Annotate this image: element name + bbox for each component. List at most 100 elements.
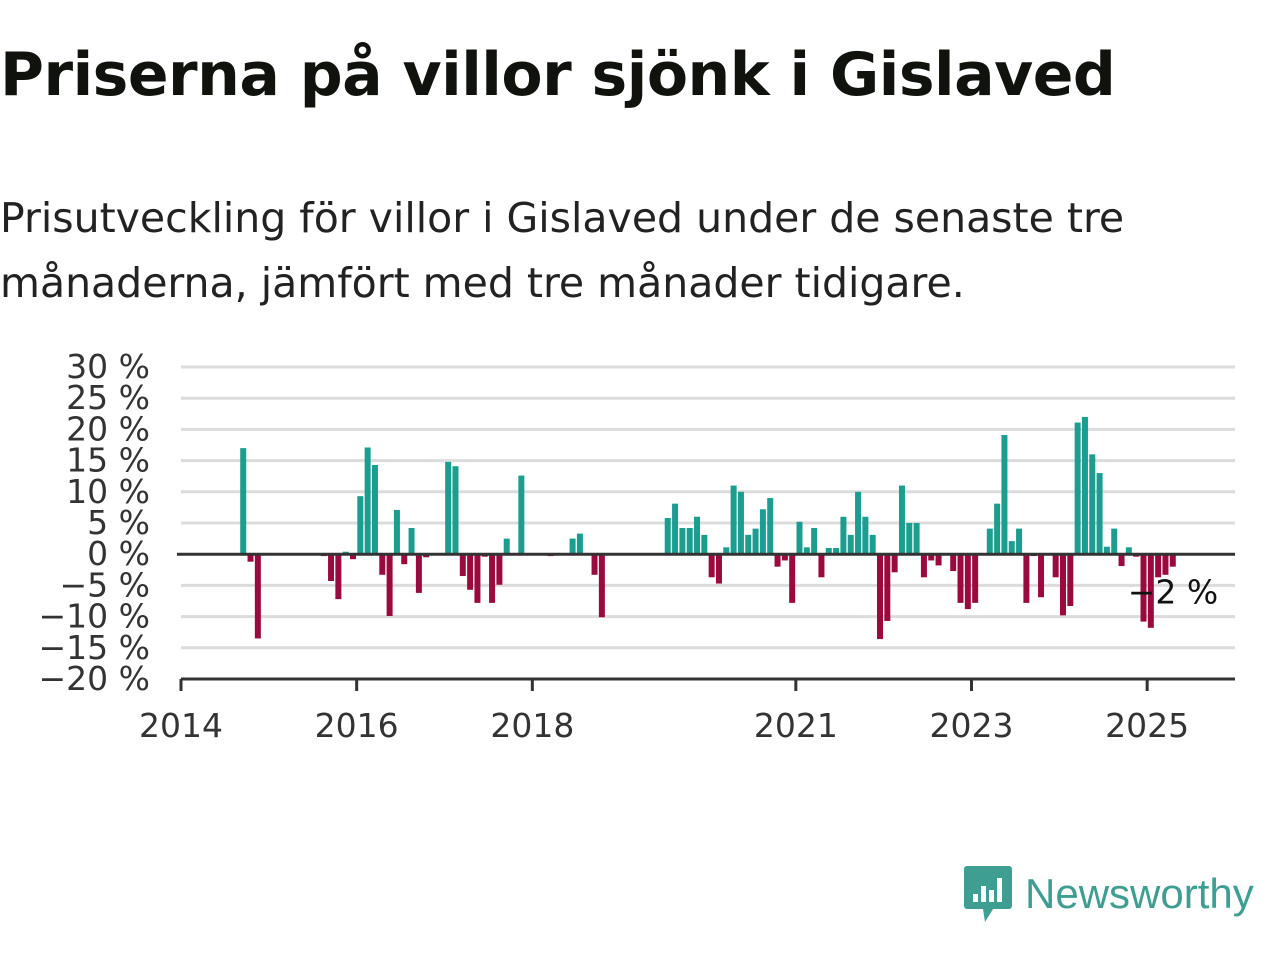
bar bbox=[379, 554, 386, 575]
bar bbox=[1155, 554, 1162, 578]
bar bbox=[994, 503, 1001, 555]
x-tick-label: 2025 bbox=[1105, 706, 1189, 745]
bar bbox=[855, 491, 862, 555]
bar bbox=[730, 485, 737, 555]
bar bbox=[357, 496, 364, 555]
bar bbox=[1162, 554, 1169, 575]
bar bbox=[240, 448, 247, 555]
y-tick-label: 20 % bbox=[66, 409, 150, 448]
brand-logo[interactable]: Newsworthy bbox=[963, 864, 1254, 924]
y-tick-label: 30 % bbox=[66, 347, 150, 386]
x-tick-label: 2018 bbox=[490, 706, 574, 745]
bar bbox=[1103, 546, 1110, 555]
bar bbox=[393, 509, 400, 555]
bar bbox=[1096, 473, 1103, 555]
bar bbox=[898, 485, 905, 555]
bar bbox=[913, 523, 920, 555]
y-tick-label: −5 % bbox=[60, 565, 151, 604]
bar bbox=[401, 554, 408, 565]
newsworthy-logo-icon bbox=[964, 866, 1012, 922]
bar bbox=[935, 554, 942, 566]
y-tick-label: 15 % bbox=[66, 441, 150, 480]
x-tick-label: 2023 bbox=[930, 706, 1014, 745]
bar bbox=[1081, 416, 1088, 555]
bar bbox=[1052, 554, 1059, 578]
bar bbox=[1059, 554, 1066, 616]
bar bbox=[869, 534, 876, 555]
bar bbox=[950, 554, 957, 572]
bar bbox=[723, 547, 730, 555]
bar bbox=[701, 534, 708, 555]
bar bbox=[745, 534, 752, 555]
bar bbox=[1008, 541, 1015, 555]
y-tick-label: 10 % bbox=[66, 472, 150, 511]
bar bbox=[1001, 435, 1008, 555]
bar bbox=[1023, 554, 1030, 603]
bar bbox=[408, 527, 415, 555]
y-tick-label: 5 % bbox=[87, 503, 150, 542]
y-tick-label: 0 % bbox=[87, 534, 150, 573]
bar bbox=[452, 466, 459, 555]
bar bbox=[1169, 554, 1176, 567]
bar bbox=[1089, 454, 1096, 555]
bar bbox=[694, 516, 701, 555]
bar bbox=[891, 554, 898, 573]
bar bbox=[957, 554, 964, 603]
y-tick-label: 25 % bbox=[66, 378, 150, 417]
bar bbox=[467, 554, 474, 590]
bar bbox=[972, 554, 979, 603]
bar bbox=[1067, 554, 1074, 606]
bar bbox=[708, 554, 715, 578]
bar bbox=[811, 527, 818, 555]
y-tick-label: −10 % bbox=[39, 597, 151, 636]
bar bbox=[445, 461, 452, 555]
brand-name: Newsworthy bbox=[1025, 870, 1254, 917]
bar bbox=[328, 554, 335, 582]
bar bbox=[247, 554, 254, 562]
bar bbox=[928, 554, 935, 561]
y-tick-label: −20 % bbox=[39, 659, 151, 698]
bar bbox=[906, 523, 913, 555]
bar bbox=[884, 554, 891, 621]
bar bbox=[350, 554, 357, 560]
bar bbox=[986, 528, 993, 555]
chart-title: Priserna på villor sjönk i Gislaved bbox=[0, 40, 1116, 110]
bar bbox=[1125, 547, 1132, 555]
bar bbox=[664, 518, 671, 555]
bar bbox=[679, 527, 686, 555]
bar bbox=[364, 447, 371, 555]
bar bbox=[569, 538, 576, 555]
bar bbox=[1147, 554, 1154, 628]
bar bbox=[1038, 554, 1045, 598]
bar bbox=[576, 533, 583, 555]
bar bbox=[796, 521, 803, 555]
bar bbox=[767, 498, 774, 555]
bar bbox=[598, 554, 605, 618]
bar-chart: 30 %25 %20 %15 %10 %5 %0 %−5 %−10 %−15 %… bbox=[39, 347, 1235, 745]
bar bbox=[591, 554, 598, 575]
bar bbox=[335, 554, 342, 600]
bar bbox=[371, 464, 378, 555]
annotations: −2 % bbox=[1128, 572, 1219, 611]
bar bbox=[1140, 554, 1147, 622]
bar bbox=[862, 516, 869, 555]
bar bbox=[489, 554, 496, 603]
bar bbox=[496, 554, 503, 585]
bar bbox=[459, 554, 466, 577]
x-tick-label: 2021 bbox=[754, 706, 838, 745]
bar bbox=[877, 554, 884, 640]
bar bbox=[759, 509, 766, 555]
bar bbox=[818, 554, 825, 578]
bar bbox=[964, 554, 971, 610]
chart-subtitle: Prisutveckling för villor i Gislaved und… bbox=[0, 194, 1125, 307]
bar bbox=[774, 554, 781, 567]
bar bbox=[737, 491, 744, 555]
bar bbox=[254, 554, 261, 639]
bar bbox=[803, 547, 810, 555]
grid-lines bbox=[181, 365, 1235, 650]
bar bbox=[833, 547, 840, 555]
bar bbox=[847, 534, 854, 555]
bar bbox=[1118, 554, 1125, 567]
bar bbox=[781, 554, 788, 561]
bar bbox=[474, 554, 481, 603]
